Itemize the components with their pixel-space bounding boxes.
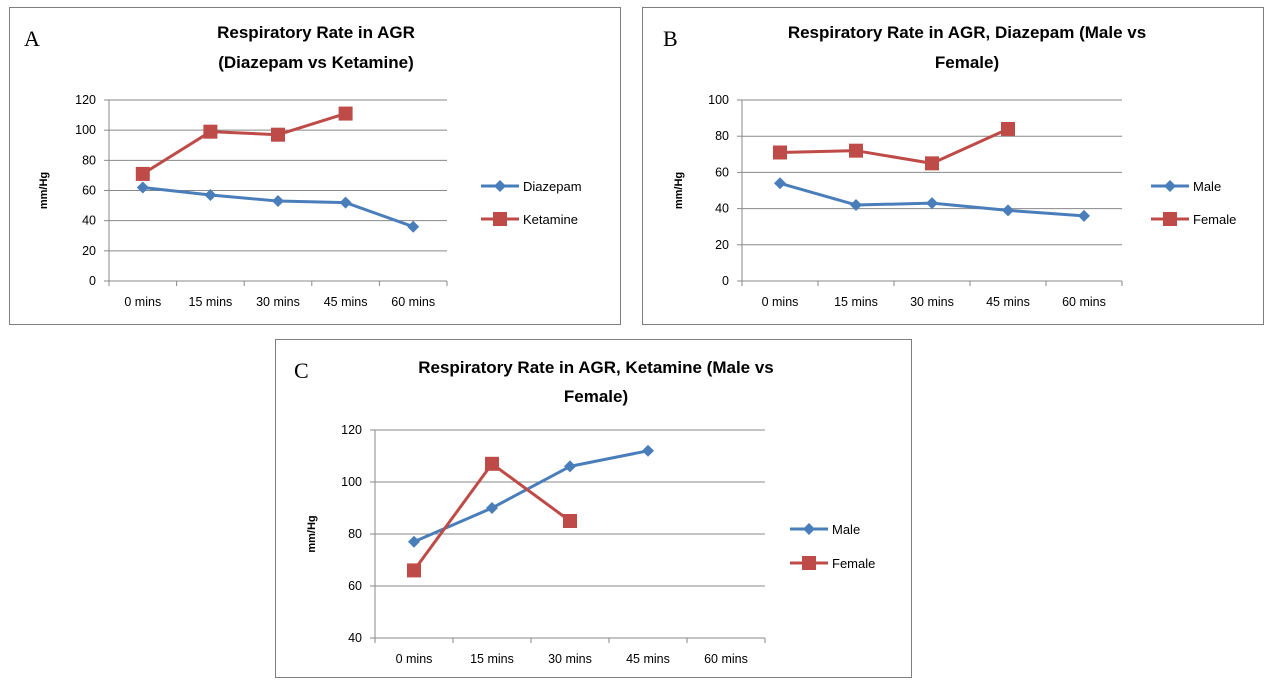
x-tick-label: 60 mins	[391, 295, 435, 309]
y-tick-label: 80	[348, 527, 362, 541]
x-tick-label: 0 mins	[396, 652, 433, 666]
chart-panel-c: C Respiratory Rate in AGR, Ketamine (Male…	[275, 339, 912, 678]
x-tick-label: 15 mins	[189, 295, 233, 309]
chart-title-line: Respiratory Rate in AGR, Diazepam (Male …	[788, 23, 1146, 42]
data-point-female	[849, 143, 863, 158]
data-point-female	[1001, 121, 1015, 136]
legend-label: Diazepam	[523, 179, 582, 194]
legend-marker	[1163, 212, 1177, 226]
legend-marker	[493, 212, 507, 226]
x-tick-label: 15 mins	[834, 295, 878, 309]
series-line-female	[779, 127, 1009, 165]
legend-label: Male	[1193, 179, 1221, 194]
data-point-female	[563, 514, 577, 528]
data-point-ketamine	[271, 127, 285, 142]
legend-marker	[494, 180, 506, 192]
legend-label: Female	[1193, 212, 1236, 227]
y-tick-label: 40	[715, 202, 729, 216]
series-line-ketamine	[142, 112, 347, 176]
y-tick-label: 80	[715, 129, 729, 143]
y-tick-label: 0	[722, 274, 729, 288]
data-point-diazepam	[136, 181, 149, 194]
x-tick-label: 45 mins	[626, 652, 670, 666]
y-axis-label: mm/Hg	[673, 172, 685, 209]
chart-title-line: Female)	[935, 53, 999, 72]
data-point-male	[1078, 209, 1090, 222]
panel-letter: A	[24, 26, 40, 51]
data-point-ketamine	[135, 166, 150, 181]
y-tick-label: 20	[715, 238, 729, 252]
chart-panel-a: A Respiratory Rate in AGR (Diazepam vs Ket…	[9, 7, 621, 325]
x-tick-label: 45 mins	[324, 295, 368, 309]
data-point-diazepam	[204, 189, 217, 202]
chart-a-svg: A Respiratory Rate in AGR (Diazepam vs Ket…	[24, 23, 582, 309]
data-point-diazepam	[339, 196, 352, 209]
x-tick-label: 30 mins	[910, 295, 954, 309]
data-point-female	[407, 563, 421, 578]
x-tick-label: 30 mins	[256, 295, 300, 309]
y-axis-label: mm/Hg	[38, 172, 50, 209]
data-point-male	[926, 197, 938, 210]
y-tick-label: 120	[341, 423, 362, 437]
data-point-male	[564, 460, 576, 473]
data-point-female	[485, 456, 499, 471]
y-tick-label: 60	[82, 184, 96, 198]
data-point-female	[773, 145, 787, 160]
y-tick-label: 100	[75, 123, 96, 137]
y-axis-label: mm/Hg	[306, 515, 318, 552]
data-point-female	[925, 156, 939, 171]
x-tick-label: 15 mins	[470, 652, 514, 666]
legend-marker	[1164, 180, 1176, 192]
y-tick-label: 60	[715, 165, 729, 179]
x-tick-label: 0 mins	[124, 295, 161, 309]
y-tick-label: 100	[708, 93, 729, 107]
legend-label: Male	[832, 522, 860, 537]
x-tick-label: 0 mins	[762, 295, 799, 309]
legend-marker	[802, 556, 816, 570]
y-tick-label: 40	[82, 214, 96, 228]
x-tick-label: 60 mins	[704, 652, 748, 666]
data-point-male	[850, 198, 862, 211]
data-point-male	[774, 177, 786, 190]
data-point-male	[1002, 204, 1014, 217]
data-point-diazepam	[272, 195, 284, 208]
x-tick-label: 45 mins	[986, 295, 1030, 309]
y-tick-label: 120	[75, 93, 96, 107]
y-tick-label: 0	[89, 274, 96, 288]
chart-title-line: Respiratory Rate in AGR	[217, 23, 415, 42]
legend-marker	[803, 523, 815, 535]
y-tick-label: 20	[82, 244, 96, 258]
chart-panel-b: B Respiratory Rate in AGR, Diazepam (Male…	[642, 7, 1264, 325]
y-tick-label: 60	[348, 579, 362, 593]
legend-label: Female	[832, 556, 875, 571]
chart-b-svg: B Respiratory Rate in AGR, Diazepam (Male…	[663, 23, 1236, 309]
data-point-ketamine	[203, 124, 218, 139]
y-tick-label: 100	[341, 475, 362, 489]
data-point-male	[486, 502, 498, 514]
data-point-male	[642, 444, 654, 457]
chart-title-line: Respiratory Rate in AGR, Ketamine (Male …	[418, 358, 774, 377]
x-tick-label: 30 mins	[548, 652, 592, 666]
chart-title-line: Female)	[564, 387, 628, 406]
panel-letter: C	[294, 358, 309, 383]
data-point-diazepam	[407, 220, 420, 233]
x-tick-label: 60 mins	[1062, 295, 1106, 309]
chart-c-svg: C Respiratory Rate in AGR, Ketamine (Male…	[294, 358, 875, 666]
data-point-ketamine	[338, 106, 353, 121]
series-line-male	[413, 449, 649, 544]
y-tick-label: 80	[82, 153, 96, 167]
data-point-male	[408, 535, 420, 548]
legend-label: Ketamine	[523, 212, 578, 227]
panel-letter: B	[663, 26, 678, 51]
y-tick-label: 40	[348, 631, 362, 645]
chart-title-line: (Diazepam vs Ketamine)	[218, 53, 414, 72]
